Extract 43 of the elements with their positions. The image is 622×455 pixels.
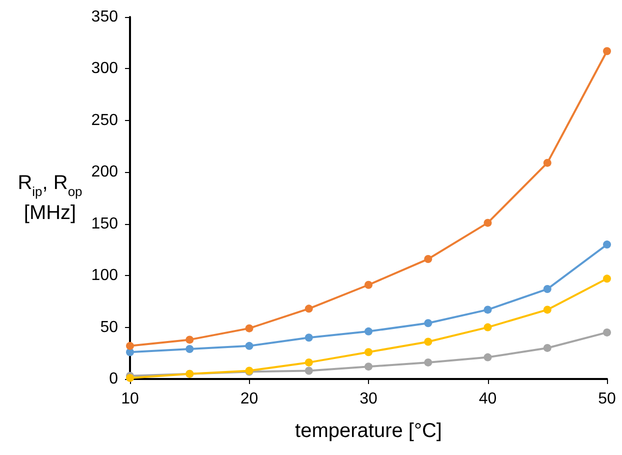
point: [364, 327, 372, 336]
y-tick-label: 150: [91, 215, 118, 232]
point: [186, 345, 194, 354]
y-tick-label: 250: [91, 112, 118, 129]
point: [543, 344, 552, 352]
point: [484, 353, 492, 362]
point: [304, 366, 313, 375]
point: [484, 323, 492, 332]
point: [543, 306, 552, 314]
x-tick-label: 10: [121, 390, 139, 408]
point: [245, 342, 254, 350]
point: [364, 362, 372, 371]
x-tick-label: 20: [240, 390, 258, 408]
x-tick-label: 40: [478, 390, 497, 408]
point: [603, 274, 611, 283]
y-tick-label: 100: [91, 267, 118, 284]
point: [304, 334, 313, 342]
point: [364, 348, 372, 356]
x-axis-title: temperature [°C]: [295, 420, 442, 442]
point: [603, 47, 611, 56]
point: [543, 285, 552, 294]
point: [245, 324, 254, 332]
y-tick-label: 350: [91, 8, 118, 26]
point: [543, 158, 552, 167]
point: [126, 342, 134, 350]
point: [603, 328, 611, 336]
point: [186, 336, 194, 344]
point: [364, 280, 372, 289]
point: [304, 304, 313, 313]
point: [424, 358, 432, 366]
point: [424, 255, 432, 264]
point: [304, 358, 313, 366]
point: [603, 240, 611, 249]
x-tick-label: 50: [598, 390, 616, 408]
point: [484, 218, 492, 227]
y-tick-label: 200: [91, 164, 118, 181]
y-tick-label: 50: [100, 318, 118, 336]
point: [424, 319, 432, 328]
y-tick-label: 0: [109, 370, 118, 388]
point: [484, 306, 492, 314]
x-tick-label: 30: [360, 390, 378, 408]
point: [424, 338, 432, 346]
y-tick-label: 300: [91, 60, 118, 78]
